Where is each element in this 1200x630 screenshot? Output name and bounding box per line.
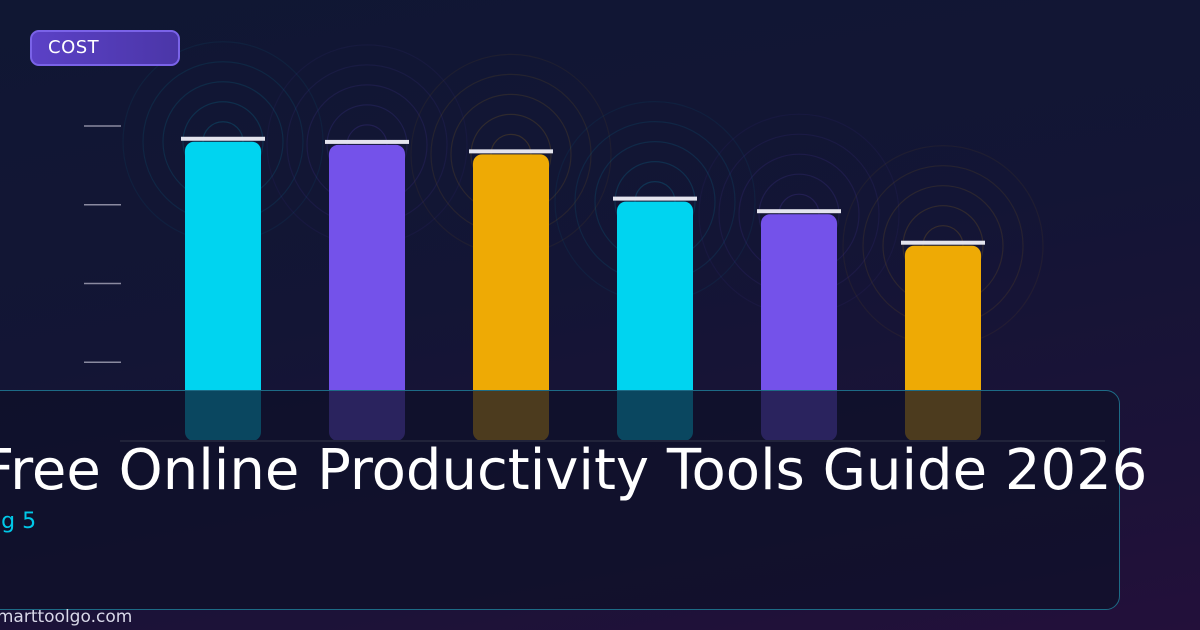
page-title: Free Online Productivity Tools Guide 202…: [0, 438, 1148, 503]
y-axis-ticks: [84, 125, 121, 363]
bar-cap: [757, 209, 841, 214]
bar-cap: [469, 149, 553, 154]
bar: [617, 201, 693, 441]
bar: [761, 214, 837, 441]
bar-cap: [901, 240, 985, 245]
bar-cap: [181, 136, 265, 141]
bar-cap: [613, 196, 697, 201]
figure-label: Fig 5: [0, 509, 37, 534]
bars-group: [181, 136, 985, 441]
bar-cap: [325, 139, 409, 144]
cost-badge: COST: [30, 30, 180, 66]
title-panel: [0, 390, 1120, 610]
site-url: smarttoolgo.com: [0, 607, 133, 627]
bar: [329, 144, 405, 441]
bar: [473, 154, 549, 441]
bar: [185, 141, 261, 441]
